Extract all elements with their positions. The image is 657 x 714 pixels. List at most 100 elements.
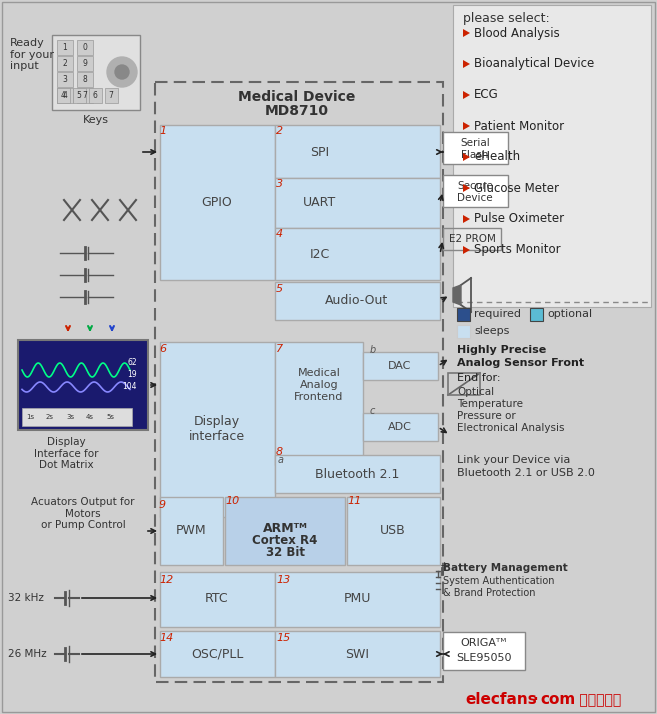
Text: Sports Monitor: Sports Monitor xyxy=(474,243,560,256)
Text: System Authentication: System Authentication xyxy=(443,576,555,586)
Text: Cortex R4: Cortex R4 xyxy=(252,534,318,547)
Text: 2s: 2s xyxy=(46,414,54,420)
Text: c: c xyxy=(370,406,375,416)
Bar xyxy=(57,40,73,55)
Bar xyxy=(443,175,508,207)
Text: USB: USB xyxy=(380,525,406,538)
Text: ECG: ECG xyxy=(474,89,499,101)
Bar xyxy=(443,632,525,670)
Bar xyxy=(155,82,443,682)
Text: sleeps: sleeps xyxy=(474,326,509,336)
Text: Bluetooth 2.1 or USB 2.0: Bluetooth 2.1 or USB 2.0 xyxy=(457,468,595,478)
Text: Blood Analysis: Blood Analysis xyxy=(474,26,560,39)
Bar xyxy=(77,40,93,55)
Bar xyxy=(160,342,275,517)
Text: Electronical Analysis: Electronical Analysis xyxy=(457,423,564,433)
Text: 5: 5 xyxy=(276,284,283,294)
Bar xyxy=(160,125,275,280)
Text: 0: 0 xyxy=(83,43,87,51)
Text: 5: 5 xyxy=(77,91,81,99)
Text: 10: 10 xyxy=(225,496,239,506)
Text: UART: UART xyxy=(304,196,336,209)
Text: 7: 7 xyxy=(276,344,283,354)
Circle shape xyxy=(107,57,137,87)
Bar xyxy=(443,132,508,164)
Text: OSC/PLL: OSC/PLL xyxy=(191,648,243,660)
Text: 9: 9 xyxy=(83,59,87,68)
Text: Battery Management: Battery Management xyxy=(443,563,568,573)
Text: Secure
Device: Secure Device xyxy=(457,181,493,203)
Text: eHealth: eHealth xyxy=(474,151,520,164)
Bar xyxy=(77,72,93,87)
Text: Bluetooth 2.1: Bluetooth 2.1 xyxy=(315,468,399,481)
Bar xyxy=(347,497,440,565)
Bar xyxy=(275,228,440,280)
Bar xyxy=(457,325,470,338)
Text: 3s: 3s xyxy=(66,414,74,420)
Text: SPI: SPI xyxy=(311,146,330,159)
Bar xyxy=(448,373,480,395)
Text: Analog Sensor Front: Analog Sensor Front xyxy=(457,358,584,368)
Text: 12: 12 xyxy=(159,575,173,585)
Bar xyxy=(363,413,438,441)
Bar xyxy=(77,88,93,103)
Bar xyxy=(275,178,440,228)
Text: I2C: I2C xyxy=(310,248,330,261)
Text: com: com xyxy=(540,693,576,708)
Text: SWI: SWI xyxy=(345,648,369,660)
Text: 2: 2 xyxy=(62,59,68,68)
Text: Display
Interface for
Dot Matrix: Display Interface for Dot Matrix xyxy=(34,437,99,471)
Text: Glucose Meter: Glucose Meter xyxy=(474,181,559,194)
Text: 3: 3 xyxy=(276,179,283,189)
Bar xyxy=(275,282,440,320)
Text: MD8710: MD8710 xyxy=(265,104,329,118)
Text: Medical
Analog
Frontend: Medical Analog Frontend xyxy=(294,368,344,401)
Bar xyxy=(105,88,118,103)
Text: 2: 2 xyxy=(276,126,283,136)
Text: 7: 7 xyxy=(108,91,114,99)
Bar xyxy=(530,308,543,321)
Bar xyxy=(52,35,140,110)
Text: SLE95050: SLE95050 xyxy=(456,653,512,663)
Text: ARMᵀᴹ: ARMᵀᴹ xyxy=(263,522,307,535)
Bar xyxy=(275,631,440,677)
Text: 4: 4 xyxy=(60,91,66,99)
Polygon shape xyxy=(463,246,470,254)
Text: 9: 9 xyxy=(159,500,166,510)
Bar xyxy=(22,408,132,426)
Polygon shape xyxy=(463,215,470,223)
Text: 32 Bit: 32 Bit xyxy=(265,546,304,559)
Text: 1: 1 xyxy=(159,126,166,136)
Bar xyxy=(160,631,275,677)
Text: End for:: End for: xyxy=(457,373,501,383)
Bar xyxy=(225,497,345,565)
Text: 4: 4 xyxy=(276,229,283,239)
Text: Acuators Output for
Motors
or Pump Control: Acuators Output for Motors or Pump Contr… xyxy=(32,497,135,531)
Polygon shape xyxy=(463,153,470,161)
Text: b: b xyxy=(370,345,376,355)
Polygon shape xyxy=(463,60,470,68)
Text: 8: 8 xyxy=(276,447,283,457)
Text: RTC: RTC xyxy=(205,593,229,605)
Bar xyxy=(275,572,440,627)
Text: 32 kHz: 32 kHz xyxy=(8,593,44,603)
Text: 5s: 5s xyxy=(106,414,114,420)
Text: DAC: DAC xyxy=(388,361,412,371)
Bar xyxy=(443,228,501,250)
Bar xyxy=(453,5,651,307)
Text: & Brand Protection: & Brand Protection xyxy=(443,588,535,598)
Text: ADC: ADC xyxy=(388,422,412,432)
Bar xyxy=(57,56,73,71)
Text: Pressure or: Pressure or xyxy=(457,411,516,421)
Polygon shape xyxy=(463,91,470,99)
Text: +: + xyxy=(440,561,449,571)
Circle shape xyxy=(115,65,129,79)
Text: 104: 104 xyxy=(122,382,137,391)
Bar xyxy=(57,88,73,103)
Bar xyxy=(73,88,86,103)
Text: PWM: PWM xyxy=(175,525,206,538)
Text: Patient Monitor: Patient Monitor xyxy=(474,119,564,133)
Bar xyxy=(77,56,93,71)
Bar xyxy=(57,88,70,103)
Bar xyxy=(160,497,223,565)
